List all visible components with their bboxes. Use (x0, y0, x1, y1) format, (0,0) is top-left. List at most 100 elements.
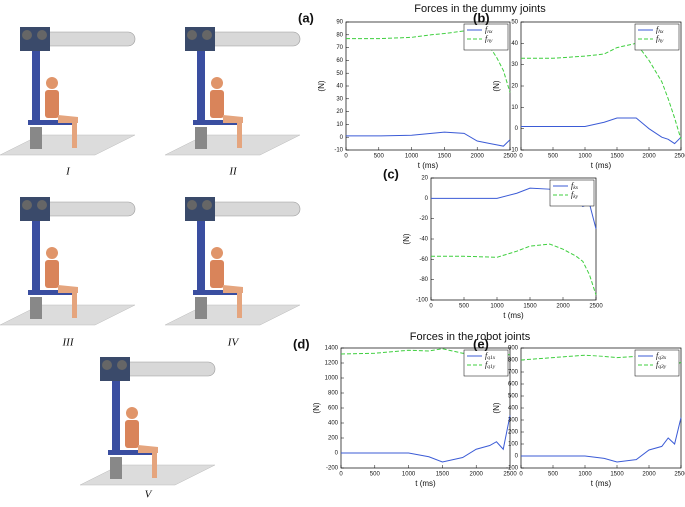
y-tick-label: 30 (511, 62, 518, 68)
y-axis-label: (N) (317, 80, 326, 91)
x-tick-label: 0 (519, 154, 523, 160)
y-tick-label: -80 (419, 277, 428, 283)
x-axis-label: t (ms) (591, 479, 612, 488)
legend-label: fkx (571, 181, 579, 191)
y-tick-label: 50 (511, 20, 518, 26)
x-tick-label: 1000 (402, 472, 416, 478)
x-axis-label: t (ms) (418, 161, 439, 170)
legend-label: fhx (656, 25, 664, 35)
y-axis-label: (N) (402, 233, 411, 244)
y-tick-label: 70 (336, 45, 343, 51)
y-axis-label: (N) (492, 80, 501, 91)
series-line (346, 131, 511, 147)
y-tick-label: 80 (336, 32, 343, 38)
y-tick-label: -100 (416, 298, 429, 304)
x-tick-label: 1000 (578, 154, 592, 160)
x-axis-label: t (ms) (591, 161, 612, 170)
section-heading: Forces in the dummy joints (414, 3, 546, 15)
legend-label: fky (571, 190, 579, 200)
y-tick-label: 700 (508, 370, 519, 376)
panel-label: (d) (293, 336, 310, 351)
x-tick-label: 500 (374, 154, 385, 160)
legend-box (463, 23, 509, 51)
x-tick-label: 0 (339, 472, 343, 478)
y-tick-label: 600 (508, 382, 519, 388)
y-tick-label: 1400 (325, 346, 339, 352)
series-line (346, 30, 511, 93)
y-tick-label: 300 (508, 418, 519, 424)
y-tick-label: 20 (336, 109, 343, 115)
rendering (0, 26, 136, 156)
y-tick-label: -10 (509, 148, 518, 154)
y-tick-label: 0 (515, 454, 519, 460)
rendering-label: I (65, 166, 71, 178)
y-tick-label: 1200 (325, 361, 339, 367)
x-axis-label: t (ms) (415, 479, 436, 488)
x-tick-label: 2500 (589, 304, 603, 310)
x-tick-label: 1500 (436, 472, 450, 478)
y-axis-label: (N) (312, 402, 321, 413)
x-tick-label: 2500 (503, 472, 517, 478)
y-tick-label: 90 (336, 20, 343, 26)
y-tick-label: -10 (334, 148, 343, 154)
y-tick-label: 100 (508, 442, 519, 448)
y-tick-label: 10 (336, 122, 343, 128)
x-tick-label: 1500 (438, 154, 452, 160)
x-tick-label: 2500 (503, 154, 517, 160)
legend-label: fq3x (656, 351, 667, 361)
y-tick-label: 0 (340, 135, 344, 141)
y-tick-label: 60 (336, 58, 343, 64)
x-tick-label: 2000 (470, 472, 484, 478)
x-tick-label: 500 (370, 472, 381, 478)
y-tick-label: 200 (508, 430, 519, 436)
legend-box (549, 179, 595, 207)
x-tick-label: 1000 (578, 472, 592, 478)
rendering-label: V (145, 489, 153, 501)
legend-label: fnx (485, 25, 493, 35)
y-tick-label: 0 (335, 451, 339, 457)
x-axis-label: t (ms) (503, 311, 524, 320)
y-tick-label: -60 (419, 257, 428, 263)
rendering-label: II (228, 166, 238, 178)
x-tick-label: 500 (548, 154, 559, 160)
x-tick-label: 500 (548, 472, 559, 478)
y-tick-label: 30 (336, 96, 343, 102)
x-tick-label: 0 (429, 304, 433, 310)
x-tick-label: 1500 (610, 472, 624, 478)
series-line (521, 417, 682, 463)
series-line (521, 117, 682, 145)
x-tick-label: 500 (459, 304, 470, 310)
rendering (79, 356, 216, 486)
x-tick-label: 0 (344, 154, 348, 160)
legend-label: fny (485, 34, 493, 44)
series-line (341, 415, 511, 463)
y-tick-label: 200 (328, 436, 339, 442)
y-tick-label: 10 (511, 105, 518, 111)
y-tick-label: 20 (511, 84, 518, 90)
y-tick-label: 600 (328, 406, 339, 412)
panel-label: (c) (383, 166, 399, 181)
y-axis-label: (N) (492, 402, 501, 413)
y-tick-label: 50 (336, 71, 343, 77)
rendering (164, 196, 301, 326)
panel-label: (e) (473, 336, 489, 351)
rendering (164, 26, 301, 156)
legend-box (634, 23, 680, 51)
y-tick-label: 900 (508, 346, 519, 352)
x-tick-label: 1500 (523, 304, 537, 310)
y-tick-label: -20 (419, 216, 428, 222)
x-tick-label: 2000 (471, 154, 485, 160)
series-line (431, 243, 597, 296)
rendering-label: III (62, 337, 75, 349)
y-tick-label: -100 (506, 466, 519, 472)
rendering-label: IV (227, 337, 240, 349)
legend-box (463, 349, 509, 377)
rendering (0, 196, 136, 326)
y-tick-label: 40 (336, 84, 343, 90)
y-tick-label: 20 (421, 176, 428, 182)
series-line (340, 348, 510, 357)
x-tick-label: 2000 (642, 154, 656, 160)
legend-label: fq3y (656, 360, 667, 370)
y-tick-label: 0 (425, 196, 429, 202)
